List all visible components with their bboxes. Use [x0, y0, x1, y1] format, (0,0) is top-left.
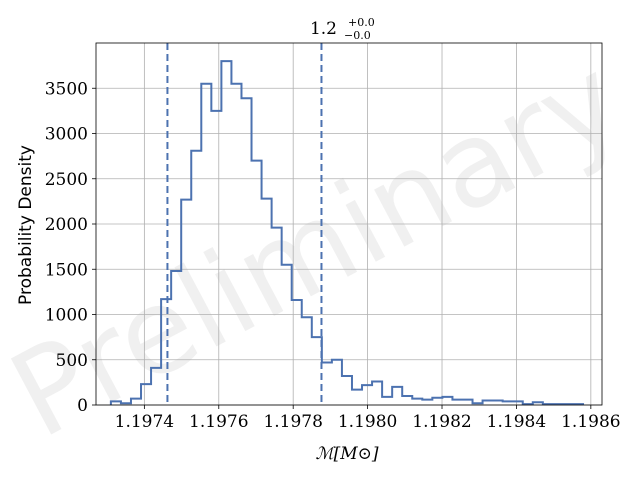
y-tick-label: 0: [77, 396, 88, 416]
x-axis-label: ℳ[M⊙]: [315, 444, 378, 464]
annotation-value: 1.2: [310, 19, 337, 39]
quantile-annotation: 1.2 +0.0 −0.0: [310, 16, 375, 42]
y-tick-label: 3500: [45, 79, 88, 99]
x-tick-label: 1.1982: [412, 412, 471, 432]
x-tick-label: 1.1984: [487, 412, 546, 432]
histogram: [109, 60, 585, 406]
x-axis: 1.1974 1.1976 1.1978 1.1980 1.1982 1.1984 1.19…: [115, 405, 621, 432]
annotation-upper: +0.0: [348, 16, 375, 29]
quantile-lines: [166, 43, 323, 405]
y-axis: 0 500 1000 1500 2000 2500 3000 3500: [45, 79, 96, 416]
y-tick-label: 3000: [45, 125, 88, 145]
x-tick-label: 1.1978: [263, 412, 322, 432]
y-tick-label: 1000: [45, 306, 88, 326]
y-tick-label: 1500: [45, 260, 88, 280]
annotation-lower: −0.0: [344, 29, 371, 42]
x-tick-label: 1.1980: [338, 412, 397, 432]
y-tick-label: 500: [56, 351, 88, 371]
x-tick-label: 1.1976: [189, 412, 248, 432]
histogram-step: [109, 60, 585, 406]
y-axis-label: Probability Density: [16, 145, 36, 305]
y-tick-label: 2000: [45, 215, 88, 235]
y-tick-label: 2500: [45, 170, 88, 190]
x-tick-label: 1.1986: [561, 412, 620, 432]
x-tick-label: 1.1974: [115, 412, 174, 432]
